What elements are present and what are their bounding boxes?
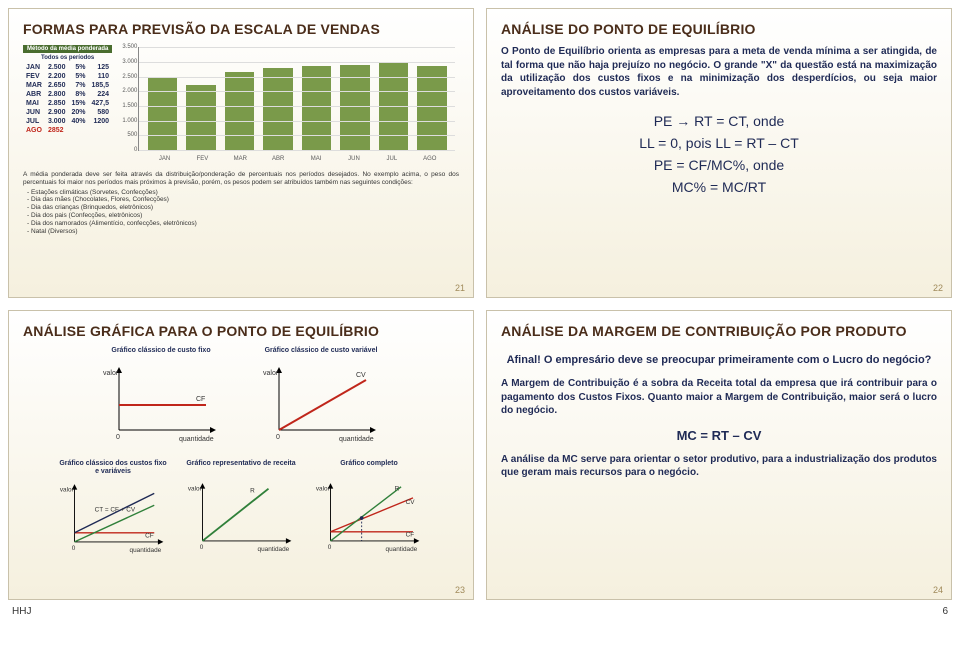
chart-fixed-cost: Gráfico clássico de custo fixo valor qua… <box>101 347 221 450</box>
svg-text:CT = CF + CV: CT = CF + CV <box>95 507 136 514</box>
chart-title: Gráfico clássico de custo variável <box>261 347 381 361</box>
slide-number: 23 <box>455 585 465 595</box>
bar <box>225 72 255 150</box>
slide-24-formula: MC = RT – CV <box>501 428 937 443</box>
charts-row-top: Gráfico clássico de custo fixo valor qua… <box>23 347 459 450</box>
bar <box>340 65 370 150</box>
svg-text:CF: CF <box>196 396 205 403</box>
formula-3: PE = CF/MC%, onde <box>501 157 937 173</box>
page-grid: FORMAS PARA PREVISÃO DA ESCALA DE VENDAS… <box>8 8 952 600</box>
note-item: - Natal (Diversos) <box>23 228 459 236</box>
chart-svg: valor quantidade CV 0 <box>261 365 381 445</box>
note-item: - Dia dos pais (Confecções, eletrônicos) <box>23 212 459 220</box>
slide-22-p1: O Ponto de Equilíbrio orienta as empresa… <box>501 45 937 99</box>
svg-text:quantidade: quantidade <box>130 547 162 554</box>
slide-24-p1: A Margem de Contribuição é a sobra da Re… <box>501 377 937 418</box>
svg-text:0: 0 <box>72 546 76 553</box>
svg-text:quantidade: quantidade <box>258 546 290 553</box>
svg-text:valor: valor <box>263 370 279 377</box>
svg-text:valor: valor <box>316 486 331 493</box>
table-row: JUL3.00040%1200 <box>23 117 112 126</box>
note-item: - Dia das mães (Chocolates, Flores, Conf… <box>23 196 459 204</box>
table-row: ABR2.8008%224 <box>23 90 112 99</box>
formula-2: LL = 0, pois LL = RT – CT <box>501 135 937 151</box>
bar <box>302 66 332 150</box>
page-footer: HHJ 6 <box>8 600 952 617</box>
chart-complete: Gráfico completo valor quantidade R CV C… <box>314 460 424 564</box>
slide-23: ANÁLISE GRÁFICA PARA O PONTO DE EQUILÍBR… <box>8 310 474 600</box>
slide-number: 22 <box>933 283 943 293</box>
table-row: FEV2.2005%110 <box>23 72 112 81</box>
note-item: - Dia das crianças (Brinquedos, eletrôni… <box>23 204 459 212</box>
bar-chart: 05001.0001.5002.0002.5003.0003.500JANFEV… <box>120 45 459 165</box>
slide-22: ANÁLISE DO PONTO DE EQUILÍBRIO O Ponto d… <box>486 8 952 298</box>
chart-revenue: Gráfico representativo de receita valor … <box>186 460 296 564</box>
weighted-table: JAN2.5005%125FEV2.2005%110MAR2.6507%185,… <box>23 63 112 135</box>
bar-chart-axis: 05001.0001.5002.0002.5003.0003.500JANFEV… <box>138 47 455 151</box>
formula-block: PE → RT = CT, onde LL = 0, pois LL = RT … <box>501 107 937 201</box>
slide-23-title: ANÁLISE GRÁFICA PARA O PONTO DE EQUILÍBR… <box>23 323 459 339</box>
table-row-result: AGO2852 <box>23 126 112 135</box>
svg-text:0: 0 <box>200 544 204 551</box>
slide-24-title: ANÁLISE DA MARGEM DE CONTRIBUIÇÃO POR PR… <box>501 323 937 339</box>
svg-text:quantidade: quantidade <box>179 436 214 443</box>
chart-title: Gráfico clássico dos custos fixo e variá… <box>58 460 168 475</box>
formula-1: PE → RT = CT, onde <box>501 113 937 129</box>
slide-21-title: FORMAS PARA PREVISÃO DA ESCALA DE VENDAS <box>23 21 459 37</box>
note-item: - Estações climáticas (Sorvetes, Confecç… <box>23 189 459 197</box>
table-header-1: Método da média ponderada <box>23 45 112 53</box>
slide-24: ANÁLISE DA MARGEM DE CONTRIBUIÇÃO POR PR… <box>486 310 952 600</box>
svg-text:valor: valor <box>60 487 75 494</box>
svg-text:valor: valor <box>103 370 119 377</box>
bar <box>148 77 178 151</box>
svg-text:R: R <box>250 487 255 494</box>
table-row: MAR2.6507%185,5 <box>23 81 112 90</box>
table-row: JUN2.90020%580 <box>23 108 112 117</box>
table-row: MAI2.85015%427,5 <box>23 99 112 108</box>
svg-text:valor: valor <box>188 486 203 493</box>
note-item: - Dia dos namorados (Alimentício, confec… <box>23 220 459 228</box>
slide-24-p2: A análise da MC serve para orientar o se… <box>501 453 937 480</box>
table-header-2: Todos os períodos <box>23 55 112 61</box>
chart-title: Gráfico clássico de custo fixo <box>101 347 221 361</box>
weighted-avg-block: Método da média ponderada Todos os perío… <box>23 45 112 165</box>
chart-svg: valor quantidade CF 0 <box>101 365 221 445</box>
bar <box>263 68 293 150</box>
note-intro: A média ponderada deve ser feita através… <box>23 171 459 186</box>
slide-number: 21 <box>455 283 465 293</box>
slide-21: FORMAS PARA PREVISÃO DA ESCALA DE VENDAS… <box>8 8 474 298</box>
svg-text:CV: CV <box>356 372 366 379</box>
slide-24-question: Afinal! O empresário deve se preocupar p… <box>501 353 937 367</box>
svg-text:quantidade: quantidade <box>386 546 418 553</box>
slide-21-notes: A média ponderada deve ser feita através… <box>23 171 459 235</box>
bar <box>186 85 216 150</box>
chart-fixed-plus-variable: Gráfico clássico dos custos fixo e variá… <box>58 460 168 564</box>
svg-text:CF: CF <box>406 531 415 538</box>
slide-21-top-row: Método da média ponderada Todos os perío… <box>23 45 459 165</box>
chart-svg: valor quantidade R CV CF 0 <box>314 478 424 558</box>
footer-right: 6 <box>942 606 948 617</box>
svg-text:0: 0 <box>328 544 332 551</box>
chart-variable-cost: Gráfico clássico de custo variável valor… <box>261 347 381 450</box>
note-list: - Estações climáticas (Sorvetes, Confecç… <box>23 189 459 236</box>
svg-text:quantidade: quantidade <box>339 436 374 443</box>
chart-title: Gráfico completo <box>314 460 424 474</box>
footer-left: HHJ <box>12 606 31 617</box>
svg-text:CF: CF <box>145 533 154 540</box>
svg-text:0: 0 <box>116 434 120 441</box>
bar <box>417 66 447 150</box>
chart-title: Gráfico representativo de receita <box>186 460 296 474</box>
slide-number: 24 <box>933 585 943 595</box>
formula-4: MC% = MC/RT <box>501 179 937 195</box>
svg-text:CV: CV <box>406 499 416 506</box>
charts-row-bottom: Gráfico clássico dos custos fixo e variá… <box>23 460 459 564</box>
chart-svg: valor quantidade CT = CF + CV CF 0 <box>58 479 168 559</box>
table-row: JAN2.5005%125 <box>23 63 112 72</box>
slide-22-title: ANÁLISE DO PONTO DE EQUILÍBRIO <box>501 21 937 37</box>
svg-text:R: R <box>395 486 400 493</box>
chart-svg: valor quantidade R 0 <box>186 478 296 558</box>
svg-text:0: 0 <box>276 434 280 441</box>
